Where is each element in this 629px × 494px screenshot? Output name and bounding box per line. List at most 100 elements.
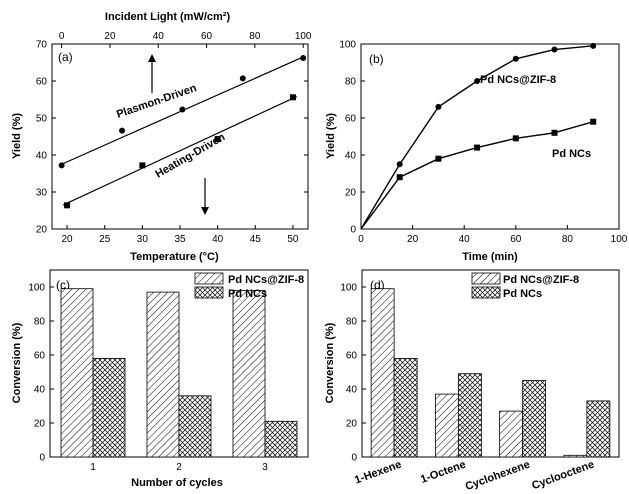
x-tick-label: 20 xyxy=(407,234,419,245)
panel-b-ylabel: Yield (%) xyxy=(325,113,337,159)
series-line-pd-ncs xyxy=(360,121,594,230)
panel-c-bars xyxy=(60,288,298,458)
data-point xyxy=(551,129,558,136)
legend-swatch-pd-ncs-zif8 xyxy=(471,272,501,285)
data-point xyxy=(474,144,481,151)
bar-pd-ncs xyxy=(393,357,418,458)
y-tick-label: 60 xyxy=(34,351,46,362)
panel-a-marks xyxy=(58,55,307,209)
y-tick-label: 20 xyxy=(345,188,357,199)
panel-c-ticks: 0 20 40 60 80 100 1 2 3 xyxy=(28,283,268,474)
panel-d-bars xyxy=(370,288,611,458)
panel-d-legend: Pd NCs@ZIF-8 Pd NCs xyxy=(471,272,579,300)
arrow-down xyxy=(201,178,209,215)
y-tick-label: 0 xyxy=(39,453,45,464)
y-tick-label: 80 xyxy=(345,77,357,88)
panel-a-top-xlabel-unit: (mW/cm²) xyxy=(180,11,230,23)
y-tick-label: 0 xyxy=(351,453,357,464)
panel-b-ticks: 0 20 40 60 80 100 0 20 40 60 80 100 xyxy=(339,40,627,246)
x-tick-label: 60 xyxy=(510,234,522,245)
x-category-label: 2 xyxy=(176,462,182,473)
panel-a-top-xlabel: Incident Light xyxy=(105,11,177,23)
x-tick-label: 40 xyxy=(459,234,471,245)
label-pd-ncs-zif8: Pd NCs@ZIF-8 xyxy=(480,74,556,86)
bar-pd-ncs-zif8 xyxy=(232,289,266,458)
panel-b-marks xyxy=(360,42,597,230)
x-tick-label: 100 xyxy=(611,234,628,245)
label-pd-ncs: Pd NCs xyxy=(552,148,591,160)
panel-a-ylabel: Yield (%) xyxy=(11,113,23,159)
bar-pd-ncs-zif8 xyxy=(370,288,395,458)
y-tick-label: 0 xyxy=(350,225,356,236)
x-tick-label: 50 xyxy=(287,234,299,245)
bar-pd-ncs-zif8 xyxy=(434,393,459,458)
top-x-tick-label: 40 xyxy=(153,31,165,42)
panel-a-xlabel: Temperature xyxy=(130,251,196,263)
bar-pd-ncs-zif8 xyxy=(60,288,94,458)
panel-d-ylabel: Conversion (%) xyxy=(324,322,336,403)
arrow-up xyxy=(148,54,156,93)
y-tick-label: 80 xyxy=(346,317,358,328)
legend-swatch-pd-ncs-zif8 xyxy=(194,272,224,285)
panel-b-plot-frame xyxy=(360,43,620,230)
legend-swatch-pd-ncs xyxy=(471,286,501,299)
y-tick-label: 100 xyxy=(28,283,45,294)
legend-label-pd-ncs: Pd NCs xyxy=(503,288,542,300)
y-tick-label: 20 xyxy=(36,225,48,236)
top-x-tick-label: 0 xyxy=(59,31,65,42)
x-tick-label: 20 xyxy=(61,234,73,245)
data-point xyxy=(289,94,296,101)
bar-pd-ncs xyxy=(586,400,611,458)
legend-label-pd-ncs: Pd NCs xyxy=(228,288,267,300)
panel-c-ylabel: Conversion (%) xyxy=(11,322,23,403)
y-tick-label: 50 xyxy=(36,114,48,125)
data-point xyxy=(396,161,403,168)
data-point xyxy=(396,174,403,181)
top-x-tick-label: 80 xyxy=(249,31,261,42)
data-point xyxy=(179,106,186,113)
data-point xyxy=(64,202,71,209)
annotation-heating-driven: Heating-Driven xyxy=(154,131,228,181)
legend-label-pd-ncs-zif8: Pd NCs@ZIF-8 xyxy=(228,274,304,286)
data-point xyxy=(512,55,519,62)
y-tick-label: 30 xyxy=(36,188,48,199)
x-category-label: 3 xyxy=(262,462,268,473)
x-tick-label: 45 xyxy=(250,234,262,245)
bar-pd-ncs-zif8 xyxy=(499,410,524,458)
x-tick-label: 0 xyxy=(358,234,364,245)
annotation-plasmon-driven: Plasmon-Driven xyxy=(115,82,198,121)
data-point xyxy=(551,46,558,53)
data-point xyxy=(139,162,146,169)
legend-label-pd-ncs-zif8: Pd NCs@ZIF-8 xyxy=(503,274,579,286)
data-point xyxy=(214,136,221,143)
bar-pd-ncs-zif8 xyxy=(563,454,588,458)
panel-a-ticks: 20 25 30 35 40 45 50 0 20 40 60 80 100 20 30 40 50 60 70 xyxy=(36,31,312,245)
data-point xyxy=(474,78,481,84)
y-tick-label: 60 xyxy=(346,351,358,362)
top-x-tick-label: 100 xyxy=(295,31,312,42)
y-tick-label: 20 xyxy=(34,419,46,430)
x-tick-label: 25 xyxy=(99,234,111,245)
top-x-tick-label: 20 xyxy=(104,31,116,42)
data-point xyxy=(239,75,246,82)
legend-swatch-pd-ncs xyxy=(194,286,224,299)
panel-a-label: (a) xyxy=(58,50,73,64)
data-point xyxy=(435,103,442,110)
bar-pd-ncs xyxy=(178,395,212,458)
panel-c-legend: Pd NCs@ZIF-8 Pd NCs xyxy=(194,272,304,300)
panel-a-xlabel-unit: (°C) xyxy=(199,251,219,263)
x-tick-label: 35 xyxy=(174,234,186,245)
x-category-label: 1-Hexene xyxy=(353,459,403,487)
panel-b: (b) Time (min) Yield (%) 0 20 40 60 80 100 0 20… xyxy=(325,40,628,264)
data-point xyxy=(435,155,442,162)
panel-d-plot-frame xyxy=(361,269,620,458)
data-point xyxy=(58,162,65,169)
x-category-label: 1-Octene xyxy=(419,459,467,486)
y-tick-label: 80 xyxy=(34,317,46,328)
bar-pd-ncs xyxy=(457,373,482,458)
x-tick-label: 40 xyxy=(212,234,224,245)
data-point xyxy=(590,118,597,125)
data-point xyxy=(300,55,307,62)
x-category-label: Cyclohexene xyxy=(464,459,532,493)
